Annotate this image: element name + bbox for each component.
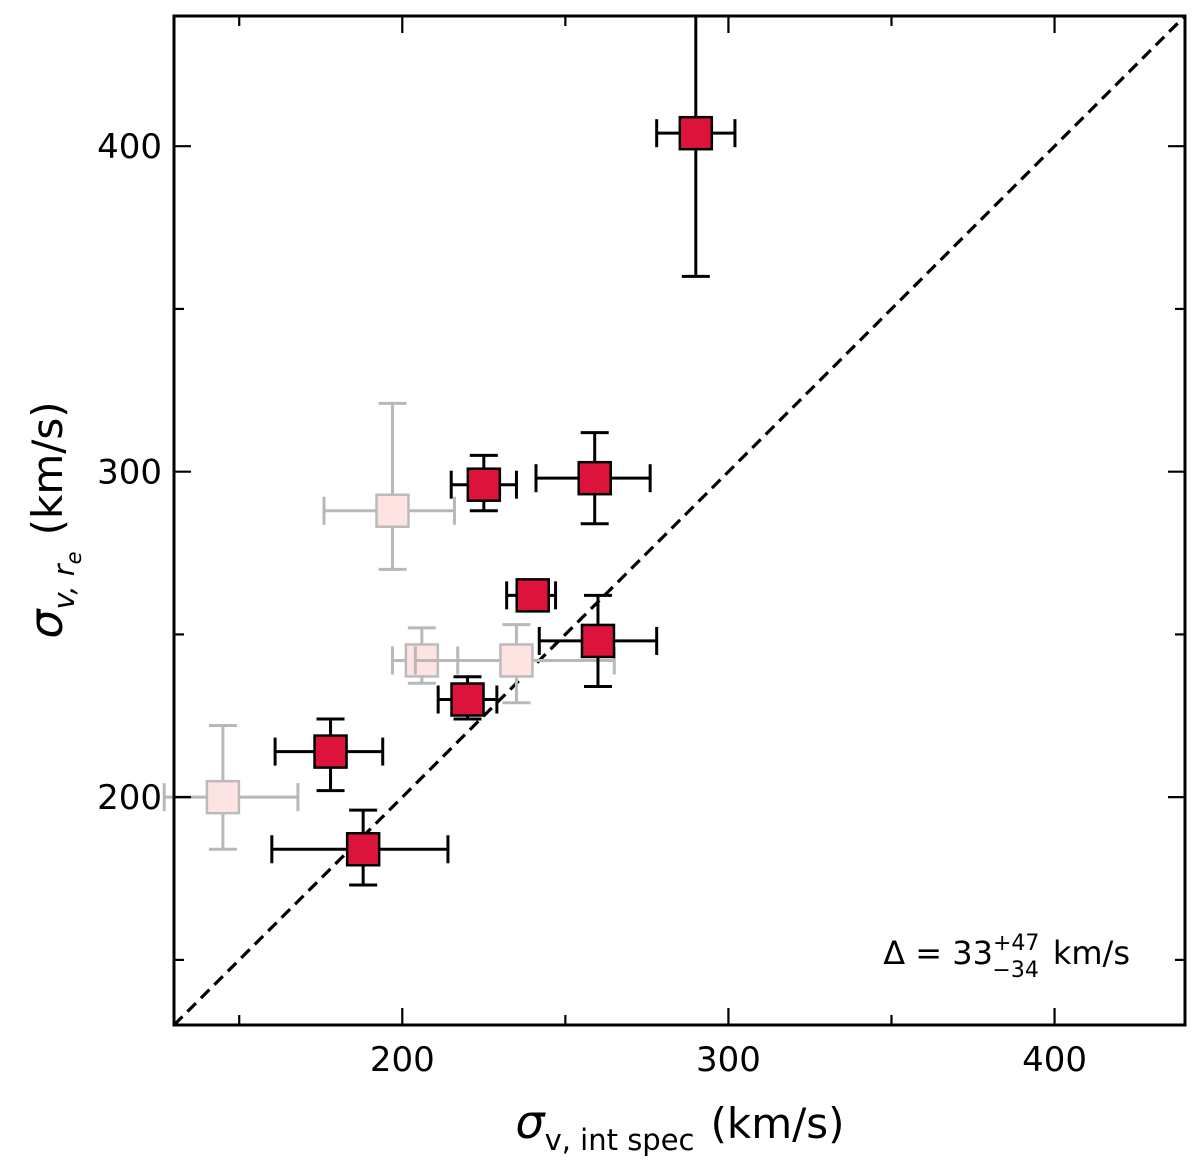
x-tick-label: 200 [370,1040,435,1080]
x-tick-label: 400 [1022,1040,1087,1080]
x-axis-label-unit: (km/s) [711,1099,845,1148]
y-axis-label: σv, re (km/s) [19,401,86,638]
reference-line-layer [172,14,1187,1027]
primary-square-marker [678,115,714,151]
primary-data-point [270,808,450,887]
y-tick-label: 300 [97,453,162,493]
secondary-data-point [391,626,460,685]
secondary-square-marker [499,643,534,678]
primary-square-marker [450,682,485,717]
primary-square-marker [345,831,381,867]
y-axis-label-subsubscript: e [62,551,86,564]
reference-line-one-to-one [172,14,1187,1027]
delta-annotation-sup: +47 [993,931,1039,956]
secondary-data-point [162,724,300,851]
delta-annotation-sub: −34 [992,958,1038,983]
primary-square-marker [577,460,612,496]
primary-square-marker [313,734,348,769]
x-axis-label-subscript: v, int spec [545,1123,695,1157]
y-axis-label-unit: (km/s) [23,401,72,535]
primary-data-point [273,717,385,793]
secondary-data-point [413,623,616,705]
delta-annotation: Δ = 33+47 −34 km/s [883,931,1130,983]
delta-annotation-value: Δ = 33 [883,934,993,972]
x-axis-label-symbol: σ [515,1095,546,1149]
secondary-data-point [322,401,456,571]
y-axis-label-subscript: v, r [47,562,81,609]
y-tick-label: 400 [97,127,162,167]
tick-labels-layer: 200 300 400 200 300 400 [97,127,1087,1080]
x-axis-label: σv, int spec (km/s) [515,1095,844,1157]
primary-square-marker [466,467,502,502]
primary-data-point [505,578,558,613]
primary-series-layer [270,14,737,887]
x-tick-label: 300 [696,1040,761,1080]
primary-data-point [436,675,499,721]
y-axis-label-symbol: σ [19,608,73,639]
ticks-layer [174,16,1185,1025]
y-tick-label: 200 [97,778,162,818]
secondary-square-marker [375,493,410,528]
primary-data-point [449,453,518,513]
secondary-square-marker [205,779,241,815]
primary-square-marker [515,578,550,613]
plot-frame [172,14,1187,1027]
primary-data-point [534,431,652,526]
primary-square-marker [580,623,616,659]
primary-data-point [655,14,737,278]
primary-data-point [537,593,659,688]
delta-annotation-unit: km/s [1053,934,1130,972]
secondary-series-layer [162,401,616,851]
